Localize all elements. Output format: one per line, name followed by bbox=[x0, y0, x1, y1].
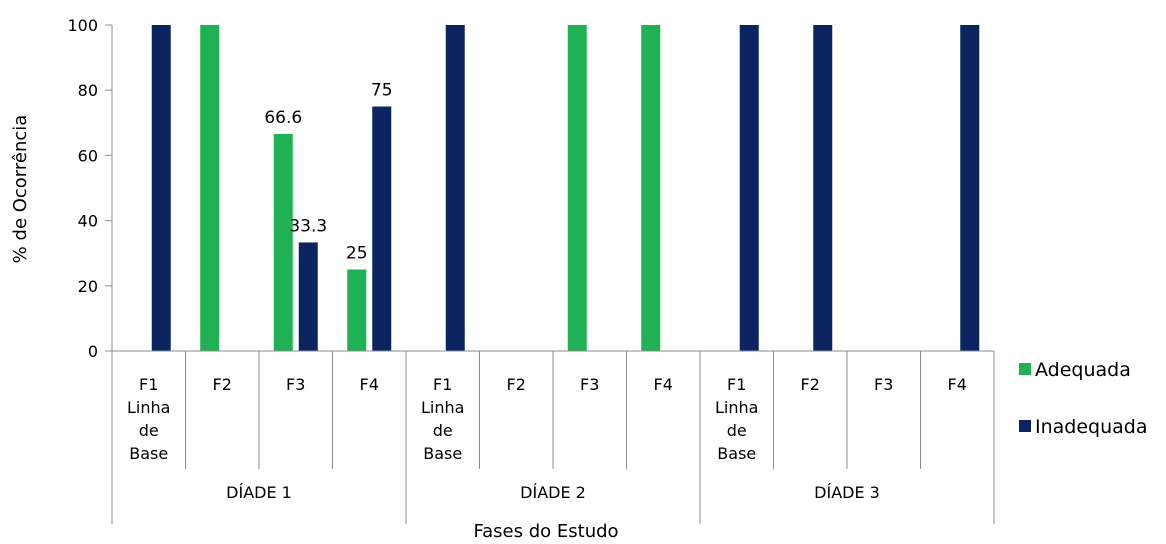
x-category-label: F3 bbox=[580, 375, 599, 394]
data-label: 75 bbox=[371, 81, 393, 101]
x-category-label: F2 bbox=[801, 375, 820, 394]
y-tick-label: 100 bbox=[67, 16, 98, 35]
group-label: DÍADE 1 bbox=[226, 483, 292, 502]
bar-adequada bbox=[273, 133, 293, 351]
legend-label: Adequada bbox=[1035, 359, 1131, 381]
y-tick-label: 0 bbox=[88, 342, 98, 361]
data-label: 33.3 bbox=[289, 216, 327, 236]
x-axis-title: Fases do Estudo bbox=[473, 521, 618, 542]
data-label: 25 bbox=[346, 244, 368, 264]
x-category-label: F2 bbox=[507, 375, 526, 394]
legend-swatch bbox=[1019, 420, 1031, 432]
bar-inadequada bbox=[960, 25, 980, 351]
x-category-label: de bbox=[139, 421, 159, 440]
x-category-label: F4 bbox=[654, 375, 673, 394]
x-category-label: Linha bbox=[421, 398, 464, 417]
x-category-label: F1 bbox=[433, 375, 452, 394]
x-category-label: Base bbox=[717, 444, 756, 463]
x-category-label: F2 bbox=[213, 375, 232, 394]
y-tick-label: 20 bbox=[78, 277, 98, 296]
group-label: DÍADE 3 bbox=[814, 483, 880, 502]
bar-inadequada bbox=[372, 106, 392, 351]
x-category-label: F4 bbox=[360, 375, 379, 394]
legend: Adequada Inadequada bbox=[1019, 359, 1148, 438]
bar-inadequada bbox=[151, 25, 171, 351]
bar-adequada bbox=[200, 25, 220, 351]
bar-inadequada bbox=[445, 25, 465, 351]
x-category-label: de bbox=[727, 421, 747, 440]
bar-adequada bbox=[567, 25, 587, 351]
x-category-label: Linha bbox=[715, 398, 758, 417]
x-category-label: F1 bbox=[727, 375, 746, 394]
x-category-label: Base bbox=[423, 444, 462, 463]
x-category-label: Linha bbox=[127, 398, 170, 417]
y-axis-title: % de Ocorrência bbox=[10, 115, 31, 264]
bar-adequada bbox=[641, 25, 661, 351]
bar-adequada bbox=[347, 269, 367, 351]
legend-label: Inadequada bbox=[1035, 416, 1148, 438]
y-tick-label: 40 bbox=[78, 212, 98, 231]
group-label: DÍADE 2 bbox=[520, 483, 586, 502]
data-label: 66.6 bbox=[264, 108, 302, 128]
x-category-label: F3 bbox=[874, 375, 893, 394]
x-category-label: Base bbox=[129, 444, 168, 463]
bar-inadequada bbox=[739, 25, 759, 351]
x-category-label: F1 bbox=[139, 375, 158, 394]
y-tick-label: 60 bbox=[78, 146, 98, 165]
bar-inadequada bbox=[298, 242, 318, 351]
x-category-label: F4 bbox=[948, 375, 967, 394]
bar-inadequada bbox=[813, 25, 833, 351]
x-category-label: de bbox=[433, 421, 453, 440]
x-category-label: F3 bbox=[286, 375, 305, 394]
legend-swatch bbox=[1019, 363, 1031, 375]
y-tick-label: 80 bbox=[78, 81, 98, 100]
